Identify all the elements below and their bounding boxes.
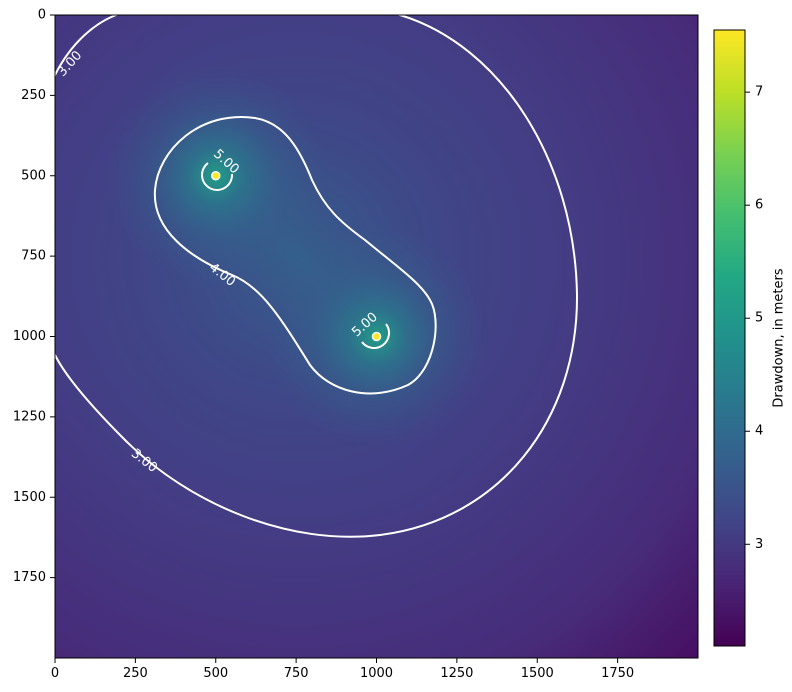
well-marker-2: [371, 331, 382, 342]
y-tick-label: 750: [21, 249, 46, 264]
x-tick-label: 1500: [521, 666, 554, 681]
colorbar: 3 4 5 6 7 Drawdown, in meters: [713, 29, 787, 647]
y-tick-label: 1500: [13, 490, 46, 505]
y-tick-label: 1000: [13, 329, 46, 344]
colorbar-gradient: [713, 29, 746, 647]
x-tick-label: 0: [51, 666, 59, 681]
colorbar-label: Drawdown, in meters: [772, 268, 787, 407]
y-tick-label: 500: [21, 168, 46, 183]
y-tick-label: 0: [38, 8, 46, 23]
colorbar-tick-label: 3: [755, 537, 763, 552]
contour-line-5-well-1: [201, 162, 234, 191]
colorbar-tick-label: 6: [755, 198, 763, 213]
plot-area: 3.00 3.00 4.00 5.00 5.00: [55, 15, 698, 658]
y-tick-label: 1250: [13, 409, 46, 424]
well-marker-1: [211, 171, 221, 181]
x-tick-label: 250: [123, 666, 148, 681]
colorbar-tick-label: 5: [755, 311, 763, 326]
x-tick-label: 1000: [360, 666, 393, 681]
x-tick-label: 500: [203, 666, 228, 681]
colorbar-tick-label: 7: [755, 85, 763, 100]
x-axis: 0 250 500 750 1000 1250 1500 1750: [51, 658, 634, 681]
x-tick-label: 1250: [440, 666, 473, 681]
y-axis: 0 250 500 750 1000 1250 1500 1750: [13, 8, 55, 585]
x-tick-label: 750: [284, 666, 309, 681]
contour-line-3: [55, 15, 579, 538]
x-tick-label: 1750: [601, 666, 634, 681]
y-tick-label: 1750: [13, 570, 46, 585]
colorbar-ticks: 3 4 5 6 7: [745, 85, 763, 552]
y-tick-label: 250: [21, 88, 46, 103]
contour-line-5-well-2: [361, 323, 390, 349]
contour-line-4: [153, 115, 437, 395]
wells-layer: [211, 171, 382, 342]
colorbar-tick-label: 4: [755, 424, 763, 439]
